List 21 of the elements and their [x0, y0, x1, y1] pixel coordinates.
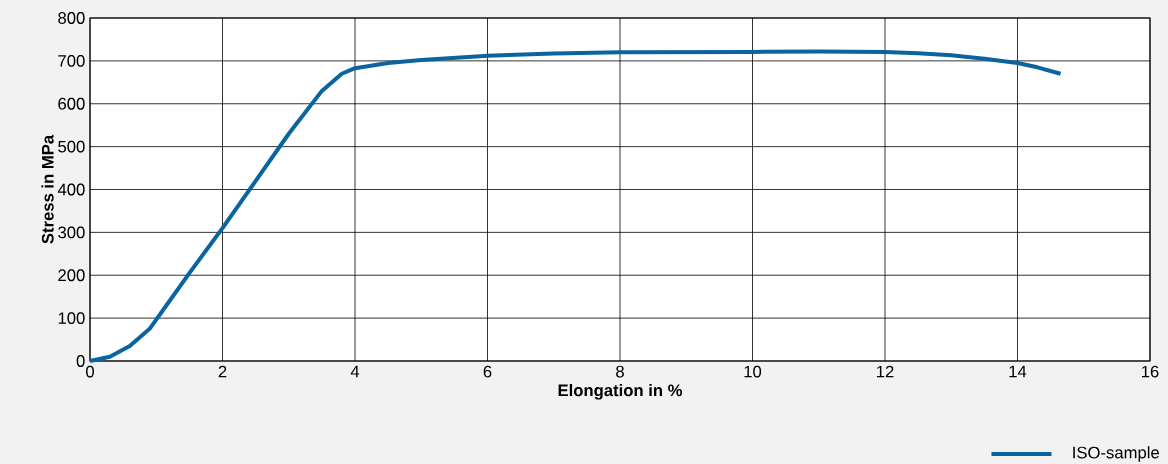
x-tick-label: 8 [616, 365, 624, 378]
x-tick-label: 16 [1142, 365, 1159, 378]
y-tick-label: 600 [58, 97, 85, 110]
x-tick-label: 2 [218, 365, 227, 378]
y-tick-label: 400 [57, 183, 85, 196]
y-tick-label: 700 [58, 54, 85, 67]
y-tick-label: 300 [58, 226, 85, 239]
legend-label: ISO-sample [1073, 446, 1159, 462]
y-tick-label: 0 [76, 355, 85, 367]
x-tick-label: 12 [877, 365, 894, 378]
y-tick-label: 800 [58, 12, 85, 24]
x-axis-title: Elongation in % [558, 383, 683, 400]
y-tick-label: 500 [58, 140, 85, 153]
y-axis-title: Stress in MPa [41, 134, 54, 244]
y-tick-label: 100 [58, 312, 85, 325]
y-tick-label: 200 [58, 269, 85, 282]
x-tick-label: 10 [744, 365, 762, 378]
x-tick-label: 0 [86, 365, 94, 378]
x-tick-label: 4 [350, 365, 360, 378]
x-tick-label: 14 [1009, 365, 1027, 378]
x-tick-label: 6 [483, 365, 492, 378]
